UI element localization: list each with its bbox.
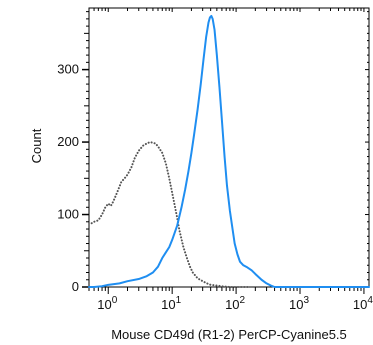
x-tick-label: 104 [353, 295, 373, 312]
x-axis-label: Mouse CD49d (R1-2) PerCP-Cyanine5.5 [111, 327, 347, 342]
series-line-stained-solid [88, 14, 370, 288]
x-tick-label: 103 [289, 295, 309, 312]
y-axis: 0 100 200 300 [57, 11, 369, 294]
y-tick-label: 100 [57, 207, 79, 222]
y-tick-label: 0 [72, 279, 79, 294]
y-tick-label: 300 [57, 62, 79, 77]
x-tick-label: 100 [97, 295, 117, 312]
x-tick-label: 101 [161, 295, 181, 312]
series-line-control-dotted [90, 141, 249, 288]
x-axis: 100 101 102 103 104 [88, 8, 373, 312]
y-tick-label: 200 [57, 134, 79, 149]
x-tick-label: 102 [225, 295, 245, 312]
plot-area [88, 7, 370, 288]
series-layer [88, 14, 370, 288]
plot-frame [88, 7, 370, 288]
y-axis-label: Count [29, 128, 44, 163]
